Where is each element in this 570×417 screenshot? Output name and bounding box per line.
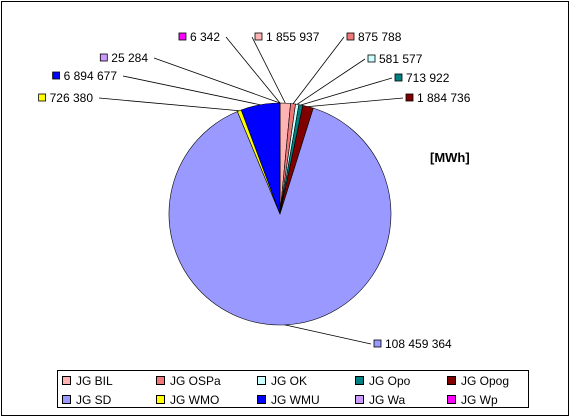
legend-label: JG OSPa	[170, 373, 221, 388]
legend-swatch	[156, 376, 165, 385]
legend-item-jg-bil: JG BIL	[62, 371, 156, 390]
legend-swatch	[355, 395, 364, 404]
svg-text:6 342: 6 342	[190, 30, 220, 44]
legend-swatch	[156, 395, 165, 404]
legend: JG BIL JG OSPa JG OK JG Opo JG Opog JG SD JG W…	[57, 370, 529, 408]
legend-item-jg-ok: JG OK	[257, 371, 355, 390]
legend-label: JG SD	[76, 392, 112, 407]
legend-item-jg-wp: JG Wp	[447, 390, 534, 409]
label-swatch-jg-wmo	[38, 93, 47, 102]
legend-item-jg-wmo: JG WMO	[156, 390, 257, 409]
leader-line-jg-wa	[153, 57, 281, 104]
data-label-jg-ospa: 875 788	[346, 30, 402, 44]
leader-line-jg-wp	[225, 36, 281, 104]
legend-label: JG Wa	[369, 392, 406, 407]
leader-line-jg-opog	[308, 97, 404, 108]
leader-line-jg-ok	[296, 58, 366, 105]
legend-label: JG Wp	[461, 392, 498, 407]
data-label-jg-wa: 25 284	[99, 51, 148, 65]
data-label-jg-ok: 581 577	[367, 52, 423, 66]
svg-text:581 577: 581 577	[379, 52, 423, 66]
data-label-jg-wp: 6 342	[178, 30, 220, 44]
data-label-jg-opo: 713 922	[394, 71, 450, 85]
legend-label: JG OK	[271, 373, 308, 388]
legend-swatch	[62, 395, 71, 404]
legend-item-jg-wmu: JG WMU	[257, 390, 355, 409]
svg-text:1 884 736: 1 884 736	[417, 91, 471, 105]
legend-label: JG WMO	[170, 392, 220, 407]
data-label-jg-sd: 108 459 364	[373, 337, 452, 351]
svg-text:726 380: 726 380	[50, 91, 94, 105]
legend-swatch	[355, 376, 364, 385]
label-swatch-jg-ospa	[346, 32, 355, 41]
leader-line-jg-wmu	[122, 75, 261, 106]
leader-line-jg-wmo	[98, 97, 240, 112]
label-swatch-jg-ok	[367, 54, 376, 63]
legend-label: JG BIL	[76, 373, 113, 388]
label-swatch-jg-opo	[394, 73, 403, 82]
legend-item-jg-opog: JG Opog	[447, 371, 534, 390]
unit-label: [MWh]	[430, 150, 470, 165]
svg-text:108 459 364: 108 459 364	[385, 337, 452, 351]
legend-label: JG Opog	[461, 373, 510, 388]
data-label-jg-wmu: 6 894 677	[52, 69, 118, 83]
data-label-jg-bil: 1 855 937	[254, 30, 320, 44]
legend-swatch	[257, 395, 266, 404]
legend-label: JG Opo	[369, 373, 411, 388]
label-swatch-jg-opog	[405, 93, 414, 102]
leader-line-jg-ospa	[292, 36, 345, 105]
legend-label: JG WMU	[271, 392, 320, 407]
legend-item-jg-opo: JG Opo	[355, 371, 447, 390]
legend-swatch	[447, 395, 456, 404]
svg-text:1 855 937: 1 855 937	[266, 30, 320, 44]
svg-text:25 284: 25 284	[111, 51, 148, 65]
legend-item-jg-wa: JG Wa	[355, 390, 447, 409]
legend-item-jg-sd: JG SD	[62, 390, 156, 409]
svg-text:713 922: 713 922	[406, 71, 450, 85]
label-swatch-jg-wa	[99, 53, 108, 62]
svg-text:6 894 677: 6 894 677	[64, 69, 118, 83]
legend-swatch	[257, 376, 266, 385]
legend-swatch	[62, 376, 71, 385]
leader-line-jg-opo	[300, 77, 393, 106]
data-label-jg-opog: 1 884 736	[405, 91, 471, 105]
label-swatch-jg-wmu	[52, 71, 61, 80]
svg-text:875 788: 875 788	[358, 30, 402, 44]
pie-slice-jg-sd	[168, 107, 392, 326]
leader-line-jg-sd	[284, 324, 372, 345]
leader-line-jg-bil	[251, 36, 286, 104]
label-swatch-jg-sd	[373, 339, 382, 348]
label-swatch-jg-bil	[254, 32, 263, 41]
label-swatch-jg-wp	[178, 32, 187, 41]
legend-swatch	[447, 376, 456, 385]
data-label-jg-wmo: 726 380	[38, 91, 94, 105]
legend-item-jg-ospa: JG OSPa	[156, 371, 257, 390]
